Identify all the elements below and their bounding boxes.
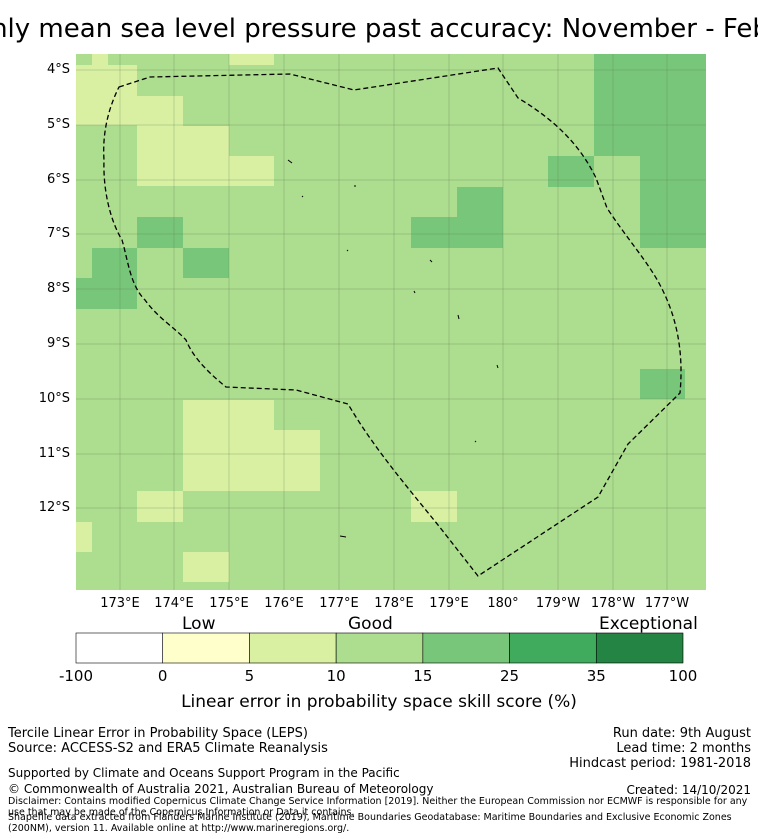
colorbar-segment (422, 632, 510, 664)
colorbar-tick-label: 25 (500, 667, 520, 685)
legend-low-label: Low (182, 614, 216, 634)
lon-tick-label: 178°W (590, 596, 636, 611)
skill-cell (137, 126, 229, 186)
skill-cell (229, 54, 274, 65)
legend-exceptional-label: Exceptional (599, 614, 698, 634)
colorbar-segment (162, 632, 250, 664)
colorbar-tick-label: 100 (668, 667, 698, 685)
eez-boundary (103, 67, 682, 577)
footer-leps: Tercile Linear Error in Probability Spac… (8, 726, 308, 741)
colorbar-segment (335, 632, 424, 664)
skill-cell (229, 156, 274, 186)
skill-cell (411, 491, 457, 522)
footer-disclaimer: Disclaimer: Contains modified Copernicus… (8, 796, 748, 818)
footer-source: Source: ACCESS-S2 and ERA5 Climate Reana… (8, 741, 328, 756)
lon-tick-label: 177°W (644, 596, 690, 611)
lat-tick-label: 11°S (38, 446, 70, 461)
lat-tick-label: 8°S (46, 281, 70, 296)
map-title: hly mean sea level pressure past accurac… (0, 14, 758, 44)
lon-tick-label: 175°E (209, 596, 249, 611)
skill-cell (137, 491, 183, 522)
lon-tick-label: 177°E (319, 596, 359, 611)
skill-cell (137, 96, 183, 126)
lon-tick-label: 173°E (100, 596, 140, 611)
colorbar-tick-label: -100 (58, 667, 94, 685)
lon-tick-label: 178°E (374, 596, 414, 611)
skill-cell (640, 369, 685, 399)
colorbar (75, 632, 684, 664)
lat-tick-label: 9°S (46, 336, 70, 351)
footer-copyright: © Commonwealth of Australia 2021, Austra… (8, 782, 434, 796)
skill-cell (92, 248, 137, 278)
skill-cell (183, 400, 274, 491)
skill-cell (137, 217, 183, 248)
lat-tick-label: 12°S (38, 500, 70, 515)
colorbar-segment (509, 632, 597, 664)
lat-tick-label: 10°S (38, 391, 70, 406)
footer-supported: Supported by Climate and Oceans Support … (8, 766, 400, 780)
footer-run-date: Run date: 9th August (612, 726, 751, 741)
colorbar-tick-label: 5 (244, 667, 255, 685)
colorbar-segment (75, 632, 164, 664)
skill-cell (640, 156, 706, 248)
graticule (76, 54, 706, 590)
colorbar-tick-label: 15 (413, 667, 433, 685)
lon-tick-label: 179°W (535, 596, 581, 611)
skill-cell (548, 156, 594, 187)
skill-cells (76, 54, 706, 590)
skill-cell (457, 187, 503, 217)
colorbar-tick-label: 0 (157, 667, 168, 685)
lat-tick-label: 6°S (46, 172, 70, 187)
footer-lead-time: Lead time: 2 months (616, 741, 751, 756)
lat-tick-label: 7°S (46, 226, 70, 241)
colorbar-tick-label: 35 (586, 667, 606, 685)
footer-shapefile: Shapefile data extracted from Flanders M… (8, 812, 732, 834)
colorbar-segment (249, 632, 337, 664)
skill-map (76, 54, 706, 590)
skill-cell (76, 65, 137, 125)
legend-good-label: Good (348, 614, 393, 634)
lon-tick-label: 174°E (154, 596, 194, 611)
skill-cell (92, 54, 108, 65)
skill-cell (183, 248, 229, 278)
footer-hindcast: Hindcast period: 1981-2018 (569, 756, 751, 771)
colorbar-tick-label: 10 (326, 667, 346, 685)
footer-created: Created: 14/10/2021 (626, 783, 751, 797)
skill-cell (183, 552, 229, 582)
colorbar-title: Linear error in probability space skill … (181, 692, 577, 712)
lat-tick-label: 4°S (46, 62, 70, 77)
lon-tick-label: 176°E (264, 596, 304, 611)
skill-cell (76, 522, 92, 552)
lat-tick-label: 5°S (46, 117, 70, 132)
colorbar-segment (595, 632, 684, 664)
skill-cell (274, 430, 320, 491)
skill-cell (76, 278, 137, 309)
islands (287, 159, 499, 538)
lon-tick-label: 180° (487, 596, 519, 611)
skill-cell (594, 54, 706, 156)
lon-tick-label: 179°E (429, 596, 469, 611)
skill-cell (411, 217, 503, 248)
